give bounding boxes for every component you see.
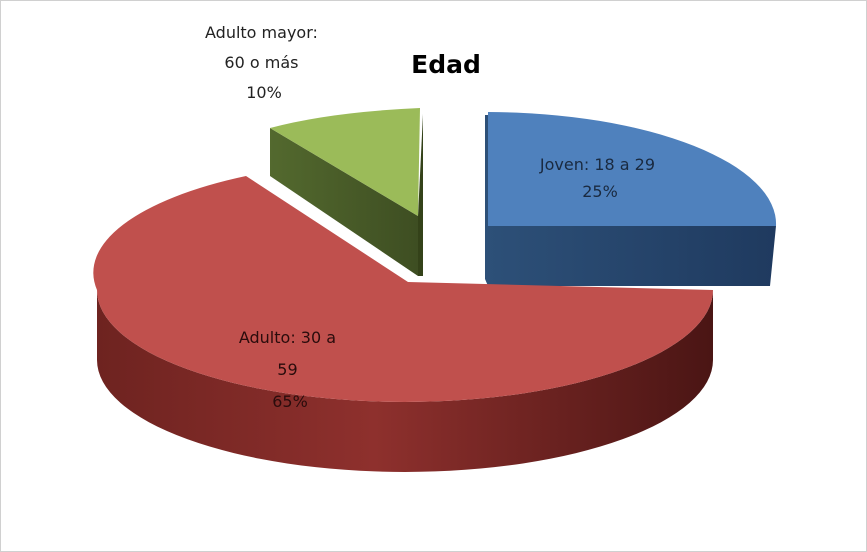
- slice-mayor-side-right: [418, 114, 423, 276]
- slice-joven-label-line: 25%: [582, 182, 618, 201]
- slice-adulto-label-line: 59: [277, 360, 297, 379]
- slice-adulto-side: [97, 290, 713, 472]
- slice-adulto-label-line: Adulto: 30 a: [239, 328, 336, 347]
- pie-slice-joven: Joven: 18 a 29 25%: [485, 112, 777, 287]
- slice-mayor-top: [270, 108, 420, 216]
- slice-mayor-label-line: 60 o más: [224, 53, 298, 72]
- slice-adulto-top: [93, 176, 714, 402]
- pie-slice-adulto-mayor: Adulto mayor: 60 o más 10%: [205, 23, 423, 276]
- slice-mayor-label-line: Adulto mayor:: [205, 23, 318, 42]
- slice-joven-top: [488, 112, 777, 226]
- slice-mayor-side-left: [270, 128, 418, 276]
- slice-mayor-label-line: 10%: [246, 83, 282, 102]
- chart-title: Edad: [411, 50, 481, 79]
- slice-adulto-label: Adulto: 30 a 59 65%: [239, 328, 341, 411]
- pie-slice-adulto: Adulto: 30 a 59 65%: [93, 176, 714, 472]
- slice-mayor-label: Adulto mayor: 60 o más 10%: [205, 23, 323, 102]
- slice-adulto-label-line: 65%: [272, 392, 308, 411]
- slice-joven-label: Joven: 18 a 29 25%: [539, 155, 660, 201]
- slice-joven-label-line: Joven: 18 a 29: [539, 155, 655, 174]
